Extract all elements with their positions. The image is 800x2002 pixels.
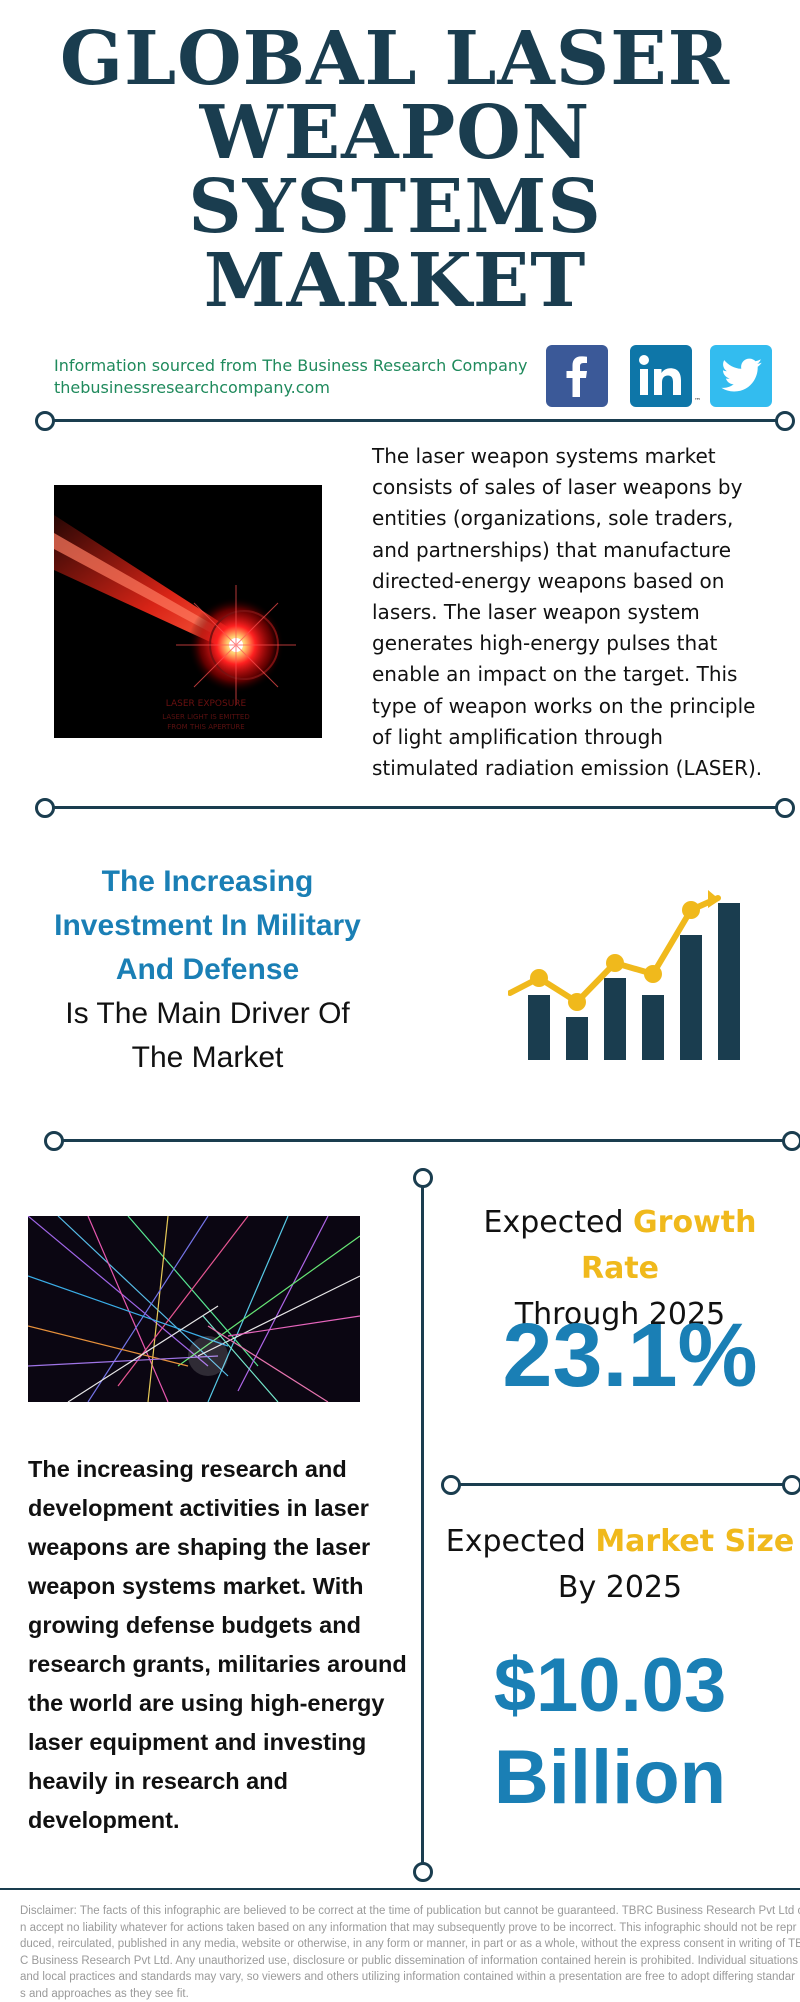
description-line: lasers. The laser weapon system xyxy=(372,597,772,628)
laser-exposure-image: LASER EXPOSURE LASER LIGHT IS EMITTED FR… xyxy=(54,485,322,738)
image-caption: FROM THIS APERTURE xyxy=(167,723,244,731)
divider-dot xyxy=(775,798,795,818)
research-paragraph: The increasing research and development … xyxy=(28,1450,408,1840)
vertical-divider xyxy=(421,1178,424,1870)
market-size-unit: Billion xyxy=(430,1732,790,1824)
divider-dot xyxy=(782,1475,800,1495)
disclaimer-line: and local practices and standards may va… xyxy=(20,1969,800,1986)
research-line: research grants, militaries around xyxy=(28,1645,408,1684)
description-line: of light amplification through xyxy=(372,722,772,753)
divider-dot xyxy=(413,1168,433,1188)
market-size-value: $10.03 Billion xyxy=(430,1640,790,1824)
description-line: type of weapon works on the principle xyxy=(372,691,772,722)
divider-dot xyxy=(782,1131,800,1151)
driver-text: Is The Main Driver Of xyxy=(40,992,375,1036)
driver-highlight: The Increasing xyxy=(40,860,375,904)
research-line: laser equipment and investing xyxy=(28,1723,408,1762)
description-line: enable an impact on the target. This xyxy=(372,659,772,690)
size-prefix: Expected xyxy=(446,1524,596,1559)
divider-dot xyxy=(413,1862,433,1882)
disclaimer-line: duced, reirculated, published in any med… xyxy=(20,1936,800,1953)
research-line: weapons are shaping the laser xyxy=(28,1528,408,1567)
research-line: the world are using high-energy xyxy=(28,1684,408,1723)
growth-chart-icon xyxy=(508,890,753,1065)
source-link[interactable]: thebusinessresearchcompany.com xyxy=(54,377,527,399)
size-sub: By 2025 xyxy=(440,1565,800,1611)
source-text: Information sourced from The Business Re… xyxy=(54,355,527,377)
title-line: MARKET xyxy=(0,244,790,318)
market-description: The laser weapon systems market consists… xyxy=(372,441,772,784)
research-line: weapon systems market. With xyxy=(28,1567,408,1606)
description-line: consists of sales of laser weapons by xyxy=(372,472,772,503)
trademark-mark: ™ xyxy=(694,397,701,405)
divider-dot xyxy=(775,411,795,431)
research-line: development activities in laser xyxy=(28,1489,408,1528)
title-line: GLOBAL LASER xyxy=(0,22,790,96)
divider-dot xyxy=(35,411,55,431)
description-line: and partnerships) that manufacture xyxy=(372,535,772,566)
disclaimer: Disclaimer: The facts of this infographi… xyxy=(20,1903,800,2002)
disclaimer-line: Disclaimer: The facts of this infographi… xyxy=(20,1903,800,1920)
divider xyxy=(55,1139,790,1142)
linkedin-icon[interactable] xyxy=(630,345,692,407)
description-line: generates high-energy pulses that xyxy=(372,628,772,659)
description-line: stimulated radiation emission (LASER). xyxy=(372,753,772,784)
footer-divider xyxy=(0,1888,800,1890)
disclaimer-line: C Business Research Pvt Ltd. Any unautho… xyxy=(20,1953,800,1970)
growth-rate-value: 23.1% xyxy=(440,1305,800,1408)
image-caption: LASER EXPOSURE xyxy=(166,699,247,709)
research-line: development. xyxy=(28,1801,408,1840)
research-line: growing defense budgets and xyxy=(28,1606,408,1645)
driver-text: The Market xyxy=(40,1036,375,1080)
divider-dot xyxy=(441,1475,461,1495)
facebook-icon[interactable] xyxy=(546,345,608,407)
laser-show-image xyxy=(28,1216,360,1402)
twitter-icon[interactable] xyxy=(710,345,772,407)
divider-dot xyxy=(35,798,55,818)
size-accent: Market Size xyxy=(595,1524,794,1559)
description-line: The laser weapon systems market xyxy=(372,441,772,472)
driver-highlight: And Defense xyxy=(40,948,375,992)
research-line: heavily in research and xyxy=(28,1762,408,1801)
divider-dot xyxy=(44,1131,64,1151)
market-driver: The Increasing Investment In Military An… xyxy=(40,860,375,1080)
divider xyxy=(45,806,785,809)
market-size-amount: $10.03 xyxy=(430,1640,790,1732)
market-size-heading: Expected Market Size By 2025 xyxy=(440,1519,800,1611)
growth-prefix: Expected xyxy=(484,1205,634,1240)
image-caption: LASER LIGHT IS EMITTED xyxy=(162,713,249,721)
description-line: directed-energy weapons based on xyxy=(372,566,772,597)
divider xyxy=(45,419,785,422)
disclaimer-line: n accept no liability whatever for actio… xyxy=(20,1920,800,1937)
source-info: Information sourced from The Business Re… xyxy=(54,355,527,399)
research-line: The increasing research and xyxy=(28,1450,408,1489)
driver-highlight: Investment In Military xyxy=(40,904,375,948)
divider xyxy=(460,1483,790,1486)
page-title: GLOBAL LASER WEAPON SYSTEMS MARKET xyxy=(0,22,790,318)
title-line: SYSTEMS xyxy=(0,170,790,244)
title-line: WEAPON xyxy=(0,96,790,170)
description-line: entities (organizations, sole traders, xyxy=(372,503,772,534)
